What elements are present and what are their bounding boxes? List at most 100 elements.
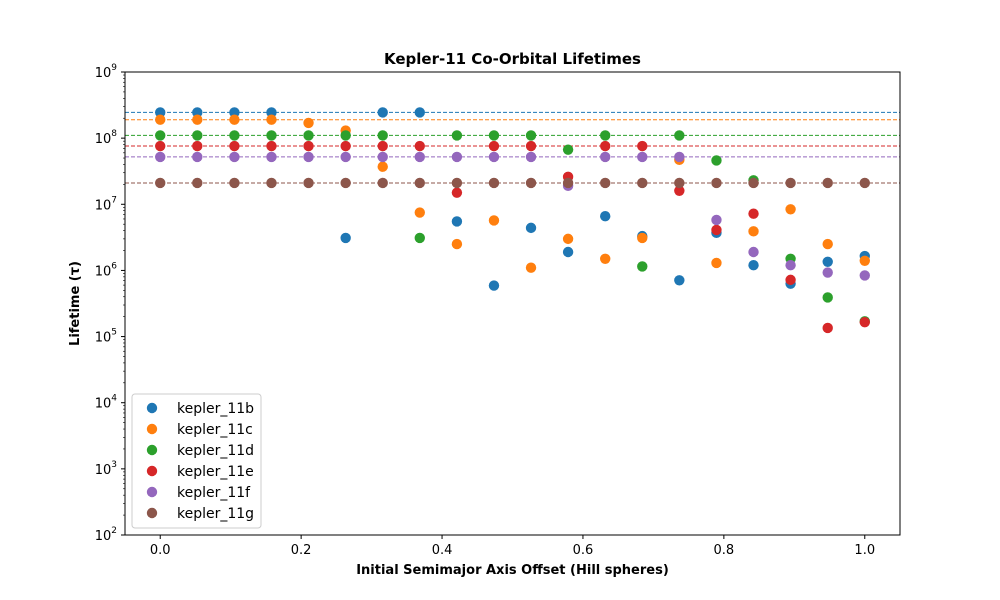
legend-label: kepler_11b bbox=[177, 401, 254, 417]
kepler_11g-point bbox=[748, 177, 759, 189]
kepler_11d-point bbox=[451, 130, 463, 141]
kepler_11g-point bbox=[192, 177, 203, 189]
kepler_11g-point bbox=[266, 177, 277, 189]
kepler_11e-point bbox=[303, 140, 314, 152]
reference-lines bbox=[125, 111, 900, 184]
kepler_11c-point bbox=[562, 233, 574, 245]
x-tick-label: 0.2 bbox=[291, 543, 312, 558]
legend-label: kepler_11d bbox=[177, 443, 254, 459]
kepler_11c-point bbox=[711, 257, 722, 269]
kepler_11c-point bbox=[525, 262, 537, 273]
kepler_11g-point bbox=[155, 177, 166, 189]
legend-label: kepler_11e bbox=[177, 464, 254, 480]
kepler_11f-point bbox=[451, 151, 463, 163]
kepler_11e-point bbox=[525, 140, 537, 152]
kepler_11d-point bbox=[414, 232, 425, 244]
kepler_11d-point bbox=[562, 144, 574, 155]
kepler_11g-point bbox=[637, 177, 648, 189]
kepler_11g-point bbox=[711, 177, 722, 189]
kepler_11e-point bbox=[859, 316, 870, 328]
kepler_11g-point bbox=[785, 177, 796, 189]
kepler_11f-point bbox=[711, 214, 722, 226]
x-axis: 0.0 0.2 0.4 0.6 0.8 1.0 bbox=[150, 535, 875, 558]
kepler_11g-point bbox=[600, 177, 611, 189]
kepler_11g-point bbox=[303, 177, 314, 189]
chart-title: Kepler-11 Co-Orbital Lifetimes bbox=[384, 50, 641, 68]
kepler_11d-point bbox=[303, 130, 314, 141]
kepler_11e-point bbox=[674, 185, 685, 196]
kepler_11c-point bbox=[785, 204, 796, 215]
kepler_11f-point bbox=[303, 151, 314, 163]
kepler_11f-point bbox=[414, 151, 425, 163]
kepler_11e-point bbox=[600, 140, 611, 152]
kepler_11c-point bbox=[488, 215, 500, 226]
kepler_11d-point bbox=[674, 130, 685, 141]
kepler_11b-point bbox=[229, 107, 240, 118]
kepler_11b-point bbox=[562, 246, 574, 258]
kepler_11g-point bbox=[229, 177, 240, 189]
kepler_11g-point bbox=[414, 177, 425, 189]
kepler_11d-point bbox=[600, 130, 611, 141]
legend-marker bbox=[146, 444, 158, 456]
kepler_11c-point bbox=[414, 207, 425, 218]
legend-marker bbox=[146, 507, 158, 519]
kepler_11e-point bbox=[785, 274, 796, 286]
kepler_11g-point bbox=[859, 177, 870, 189]
kepler_11d-point bbox=[192, 130, 203, 141]
kepler_11g-point bbox=[562, 177, 574, 189]
kepler_11d-point bbox=[525, 130, 537, 141]
kepler_11e-point bbox=[488, 140, 500, 152]
kepler_11e-point bbox=[377, 140, 388, 152]
kepler_11b-point bbox=[525, 222, 537, 234]
kepler_11c-point bbox=[155, 114, 166, 125]
kepler_11g-point bbox=[822, 177, 833, 189]
kepler_11b-point bbox=[748, 259, 759, 271]
plot-area bbox=[124, 71, 901, 536]
kepler_11d-point bbox=[488, 130, 500, 141]
kepler_11d-point bbox=[340, 130, 351, 141]
kepler_11b-point bbox=[377, 107, 388, 118]
kepler_11g-point bbox=[488, 177, 500, 189]
legend-box bbox=[131, 393, 262, 529]
kepler_11d-point bbox=[155, 130, 166, 141]
data-points bbox=[155, 107, 870, 334]
legend-marker bbox=[146, 402, 158, 414]
kepler_11f-point bbox=[340, 151, 351, 163]
kepler_11e-point bbox=[414, 140, 425, 152]
kepler_11b-point bbox=[822, 256, 833, 268]
kepler_11c-point bbox=[229, 114, 240, 125]
kepler_11b-point bbox=[600, 211, 611, 222]
kepler_11f-point bbox=[525, 151, 537, 163]
kepler_11e-point bbox=[266, 140, 277, 152]
kepler_11f-point bbox=[674, 151, 685, 163]
kepler_11c-point bbox=[600, 253, 611, 264]
x-tick-label: 0.4 bbox=[432, 543, 453, 558]
kepler_11c-point bbox=[377, 161, 388, 172]
legend-marker bbox=[146, 486, 158, 498]
kepler_11c-point bbox=[859, 255, 870, 266]
kepler_11c-point bbox=[637, 232, 648, 244]
kepler_11c-point bbox=[266, 114, 277, 125]
kepler_11b-point bbox=[192, 107, 203, 118]
kepler_11e-point bbox=[711, 224, 722, 236]
kepler_11g-point bbox=[451, 177, 463, 189]
kepler_11e-point bbox=[155, 140, 166, 152]
kepler_11b-point bbox=[340, 232, 351, 244]
kepler_11b-point bbox=[674, 275, 685, 286]
kepler_11e-point bbox=[451, 187, 463, 198]
kepler_11c-point bbox=[822, 238, 833, 250]
kepler_11d-point bbox=[377, 130, 388, 141]
kepler_11d-point bbox=[711, 155, 722, 166]
kepler_11g-point bbox=[674, 177, 685, 189]
kepler_11f-point bbox=[155, 151, 166, 163]
kepler_11f-point bbox=[266, 151, 277, 163]
kepler_11f-point bbox=[822, 267, 833, 278]
kepler_11c-point bbox=[748, 226, 759, 237]
kepler_11f-point bbox=[859, 270, 870, 281]
kepler_11d-point bbox=[637, 261, 648, 272]
kepler_11f-point bbox=[637, 151, 648, 163]
kepler_11e-point bbox=[822, 322, 833, 334]
kepler_11d-point bbox=[266, 130, 277, 141]
legend: kepler_11b kepler_11c kepler_11d kepler_11e… bbox=[131, 393, 262, 529]
x-tick-label: 1.0 bbox=[854, 543, 875, 558]
